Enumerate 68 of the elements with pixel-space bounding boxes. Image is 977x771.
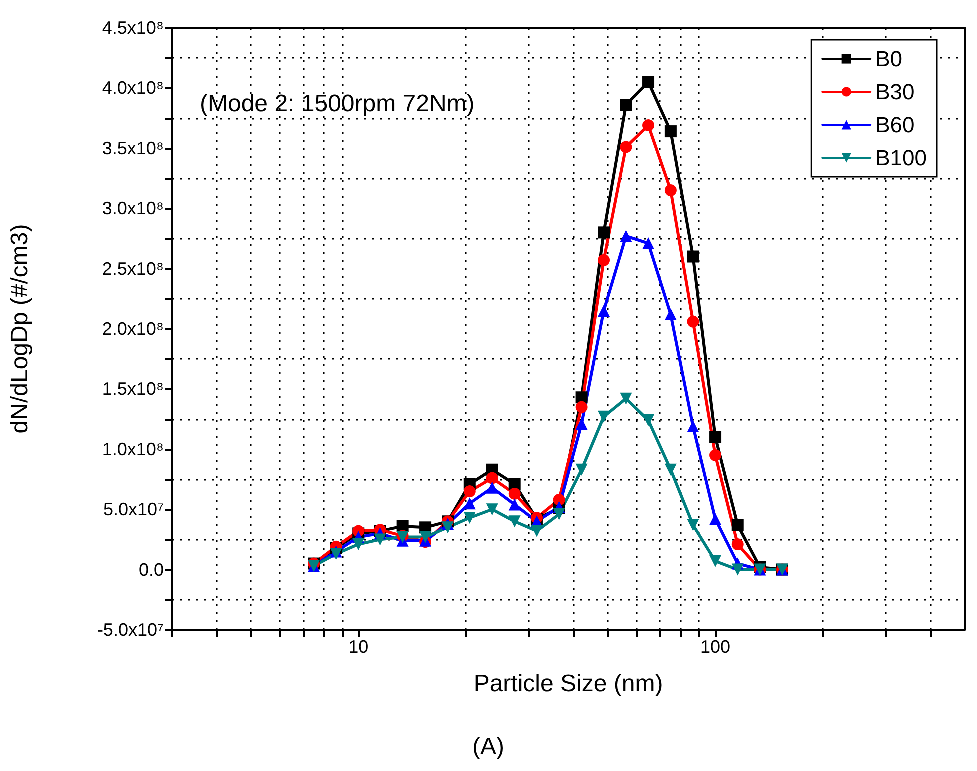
point [710,555,722,568]
point [664,464,677,476]
point [598,410,610,423]
point [664,126,677,138]
y-tick-label: 0.0 [138,560,164,580]
point [530,525,543,538]
point [620,392,632,405]
x-tick-label: 10 [348,637,369,657]
point [642,120,655,132]
point [732,519,744,532]
point [687,420,700,433]
y-tick-label: 5.0x10⁷ [103,500,164,520]
y-tick-label: 2.5x10⁸ [102,258,164,279]
y-tick-label: 1.5x10⁸ [102,379,164,400]
y-tick-label: 2.0x10⁸ [102,319,164,339]
point [732,564,744,576]
y-axis-title: dN/dLogDp (#/cm3) [6,224,34,434]
point [598,254,610,266]
legend-label: B0 [876,46,903,72]
y-tick-label: 1.0x10⁸ [102,439,164,460]
point [486,504,498,516]
point [664,184,677,197]
point [687,316,700,328]
point [710,513,722,526]
point [620,141,632,154]
y-tick-label: 3.0x10⁸ [102,198,164,219]
legend-label: B30 [876,80,915,104]
point [620,99,632,112]
y-tick-label: 3.5x10⁸ [102,138,164,158]
point [576,464,588,476]
x-tick-label: 100 [700,637,731,657]
point [508,488,521,500]
text: (A) [472,734,505,760]
point [687,250,700,263]
point [352,538,365,551]
point [732,538,744,551]
point [710,449,722,462]
legend-label: B60 [876,112,915,138]
point [598,304,610,317]
point [620,230,632,242]
point [642,76,655,88]
point [486,472,498,484]
point [420,531,432,544]
point [576,418,588,430]
point [576,392,588,404]
legend-label: B100 [876,146,928,170]
point [553,508,566,520]
point [442,522,454,534]
point [553,494,566,506]
point [508,498,521,511]
point [576,401,588,414]
point [508,516,521,528]
annotation: (Mode 2: 1500rpm 72Nm) [200,90,475,118]
y-tick-label: 4.5x10⁸ [102,18,164,38]
x-axis-title: Particle Size (nm) [474,670,664,698]
point [330,548,342,560]
point [710,431,722,444]
point [486,482,498,494]
y-tick-label: -5.0x10⁷ [97,620,164,640]
point [374,534,386,546]
point [664,308,677,321]
point [464,486,476,498]
point [687,519,700,532]
point [464,512,476,524]
y-tick-label: 4.0x10⁸ [102,78,164,98]
point [642,414,655,427]
point [642,238,655,250]
point [598,226,610,239]
